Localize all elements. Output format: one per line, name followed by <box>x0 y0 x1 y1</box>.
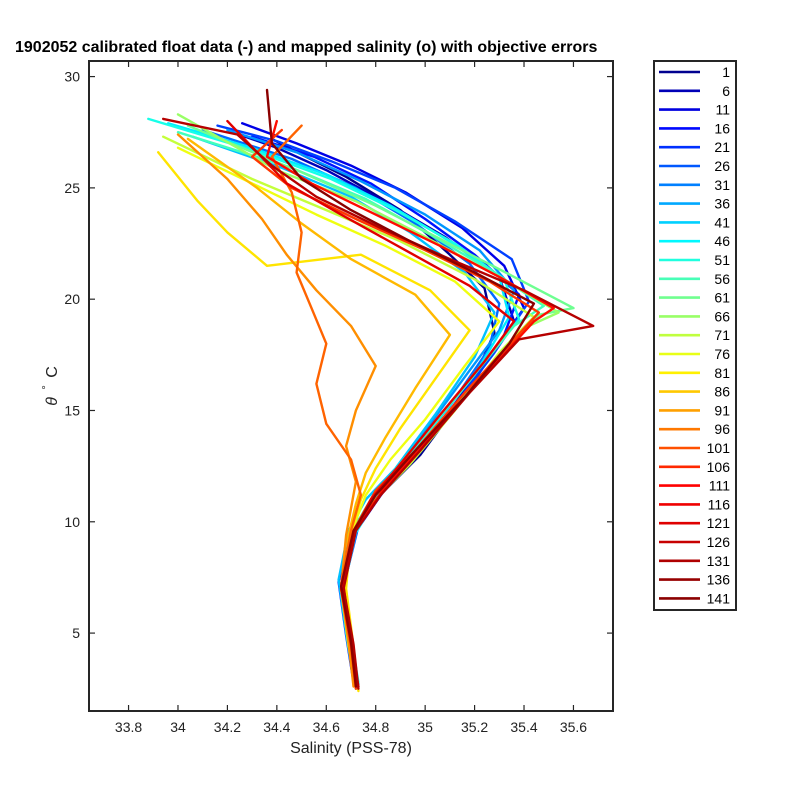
x-tick-label: 35.4 <box>510 719 537 735</box>
legend-label: 36 <box>714 196 730 212</box>
legend-label: 56 <box>714 271 730 287</box>
plot-frame <box>88 60 614 712</box>
chart-title: 1902052 calibrated float data (-) and ma… <box>15 39 597 56</box>
y-axis-label: θ ° C <box>37 366 61 406</box>
svg-text:θ ° C: θ ° C <box>37 366 61 406</box>
legend-label: 6 <box>722 83 730 99</box>
series-lines <box>147 88 595 693</box>
x-tick-label: 35 <box>417 719 433 735</box>
legend-label: 81 <box>714 365 730 381</box>
legend-label: 116 <box>708 496 731 512</box>
legend-label: 131 <box>707 553 731 569</box>
legend: 1611162126313641465156616671768186919610… <box>659 64 730 606</box>
x-tick-label: 34.2 <box>214 719 241 735</box>
y-tick-label: 30 <box>64 69 80 85</box>
series-line-96 <box>250 128 540 690</box>
legend-label: 126 <box>707 534 731 550</box>
x-tick-label: 34.4 <box>263 719 290 735</box>
legend-label: 66 <box>714 308 730 324</box>
x-tick-label: 35.6 <box>560 719 587 735</box>
legend-label: 46 <box>714 233 730 249</box>
legend-label: 141 <box>707 590 731 606</box>
series-line-116 <box>265 88 536 688</box>
legend-label: 111 <box>709 478 730 494</box>
x-axis: 33.8 34 34.2 34.4 34.6 34.8 35 35.2 35.4 35.6 <box>115 61 587 735</box>
legend-label: 51 <box>714 252 730 268</box>
x-tick-label: 34 <box>170 719 186 735</box>
y-axis-label-unit: C <box>44 366 61 378</box>
y-tick-label: 25 <box>64 180 80 196</box>
legend-label: 71 <box>714 327 730 343</box>
legend-label: 31 <box>714 177 730 193</box>
legend-label: 21 <box>714 139 730 155</box>
y-tick-label: 15 <box>64 402 80 418</box>
x-tick-label: 34.6 <box>313 719 340 735</box>
legend-label: 136 <box>707 572 731 588</box>
legend-label: 11 <box>715 102 730 118</box>
x-tick-label: 35.2 <box>461 719 488 735</box>
y-axis-label-degree: ° <box>41 385 53 389</box>
series-line-1 <box>270 137 496 688</box>
legend-label: 101 <box>707 440 731 456</box>
y-axis-label-symbol: θ <box>44 397 61 406</box>
legend-label: 16 <box>714 120 730 136</box>
legend-label: 76 <box>714 346 730 362</box>
legend-label: 41 <box>714 214 730 230</box>
series-line-111 <box>162 117 595 690</box>
legend-label: 1 <box>722 64 730 80</box>
y-tick-label: 20 <box>64 291 80 307</box>
x-tick-label: 34.8 <box>362 719 389 735</box>
x-tick-label: 33.8 <box>115 719 142 735</box>
legend-label: 26 <box>714 158 730 174</box>
series-line-6 <box>231 131 516 686</box>
y-tick-label: 10 <box>64 514 80 530</box>
series-line-106 <box>226 119 516 686</box>
y-tick-label: 5 <box>72 625 80 641</box>
legend-label: 86 <box>714 384 730 400</box>
legend-label: 121 <box>707 515 731 531</box>
x-axis-label: Salinity (PSS-78) <box>290 740 412 757</box>
legend-label: 106 <box>707 459 731 475</box>
legend-label: 61 <box>714 290 730 306</box>
y-axis: 5 10 15 20 25 30 <box>64 69 613 641</box>
series-line-56 <box>186 124 575 686</box>
legend-label: 91 <box>714 402 730 418</box>
legend-label: 96 <box>714 421 730 437</box>
